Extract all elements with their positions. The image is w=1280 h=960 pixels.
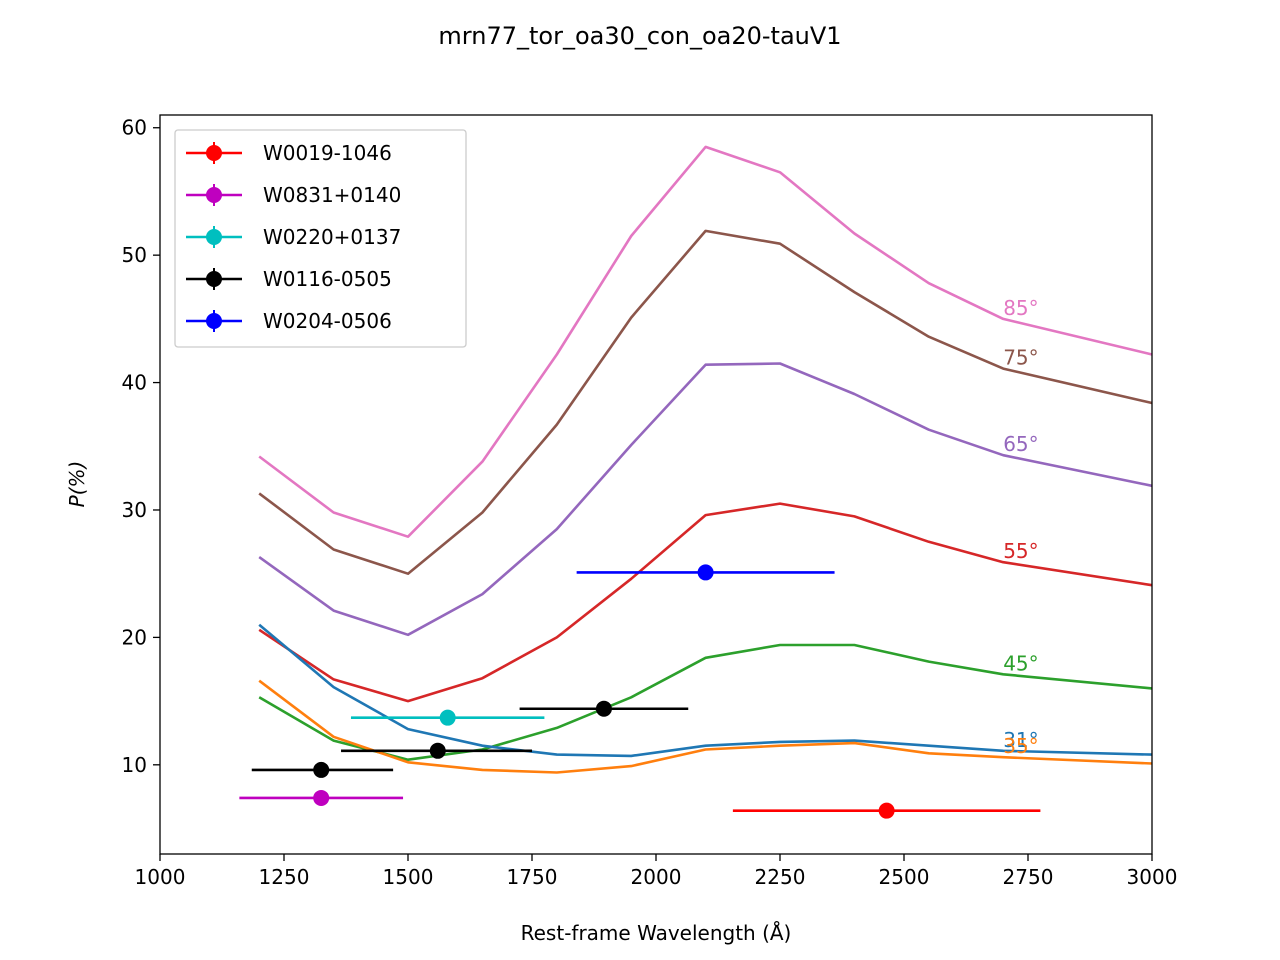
x-tick-label: 1500 — [383, 865, 434, 889]
series-line-75deg — [258, 229, 1153, 576]
data-point — [697, 564, 714, 581]
legend-label: W0220+0137 — [263, 225, 401, 249]
y-tick-label: 50 — [122, 243, 147, 267]
y-axis-label: P(%) — [65, 461, 89, 508]
legend-marker — [206, 229, 222, 245]
legend: W0019-1046 W0831+0140 W0220+0137 W0116-0505… — [174, 129, 467, 348]
curve-label: 75° — [1003, 346, 1038, 370]
data-point — [313, 789, 330, 806]
x-tick-label: 2250 — [755, 865, 806, 889]
x-tick-label: 1750 — [507, 865, 558, 889]
legend-marker — [206, 187, 222, 203]
x-axis: 1000 1250 1500 1750 2000 2250 2500 2750 3000 — [135, 854, 1178, 889]
data-point — [595, 700, 612, 717]
legend-label: W0116-0505 — [263, 267, 392, 291]
curve-label: 65° — [1003, 432, 1038, 456]
y-tick-label: 20 — [122, 625, 147, 649]
x-tick-label: 2750 — [1003, 865, 1054, 889]
curve-label: 31° — [1003, 728, 1038, 752]
legend-label: W0019-1046 — [263, 141, 392, 165]
legend-box — [174, 129, 467, 348]
series-line-85deg — [258, 145, 1153, 539]
x-tick-label: 2500 — [879, 865, 930, 889]
y-tick-label: 30 — [122, 498, 147, 522]
y-tick-label: 40 — [122, 371, 147, 395]
series-layer — [258, 145, 1153, 774]
legend-label: W0831+0140 — [263, 183, 401, 207]
data-point — [878, 802, 895, 819]
x-tick-label: 2000 — [631, 865, 682, 889]
series-line-45deg — [258, 643, 1153, 762]
series-line-31deg — [258, 623, 1153, 758]
x-tick-label: 3000 — [1127, 865, 1178, 889]
x-tick-label: 1250 — [259, 865, 310, 889]
curve-label: 45° — [1003, 651, 1038, 675]
curve-label: 85° — [1003, 296, 1038, 320]
legend-marker — [206, 271, 222, 287]
data-point — [313, 761, 330, 778]
legend-marker — [206, 313, 222, 329]
series-line-35deg — [258, 679, 1153, 774]
y-tick-label: 10 — [122, 753, 147, 777]
series-line-55deg — [258, 502, 1153, 703]
data-point — [429, 742, 446, 759]
x-axis-label: Rest-frame Wavelength (Å) — [521, 921, 792, 945]
data-point — [439, 709, 456, 726]
curve-label: 55° — [1003, 539, 1038, 563]
y-tick-label: 60 — [122, 116, 147, 140]
curve-labels: 85° 75° 65° 55° 45° 31°35° — [1003, 296, 1038, 758]
x-tick-label: 1000 — [135, 865, 186, 889]
series-line-65deg — [258, 362, 1153, 637]
y-axis: 10 20 30 40 50 60 — [122, 116, 160, 777]
chart-title: mrn77_tor_oa30_con_oa20-tauV1 — [438, 22, 841, 50]
curve-label: 35° — [1003, 734, 1038, 758]
legend-marker — [206, 145, 222, 161]
legend-label: W0204-0506 — [263, 309, 392, 333]
observations-layer — [239, 564, 1041, 819]
